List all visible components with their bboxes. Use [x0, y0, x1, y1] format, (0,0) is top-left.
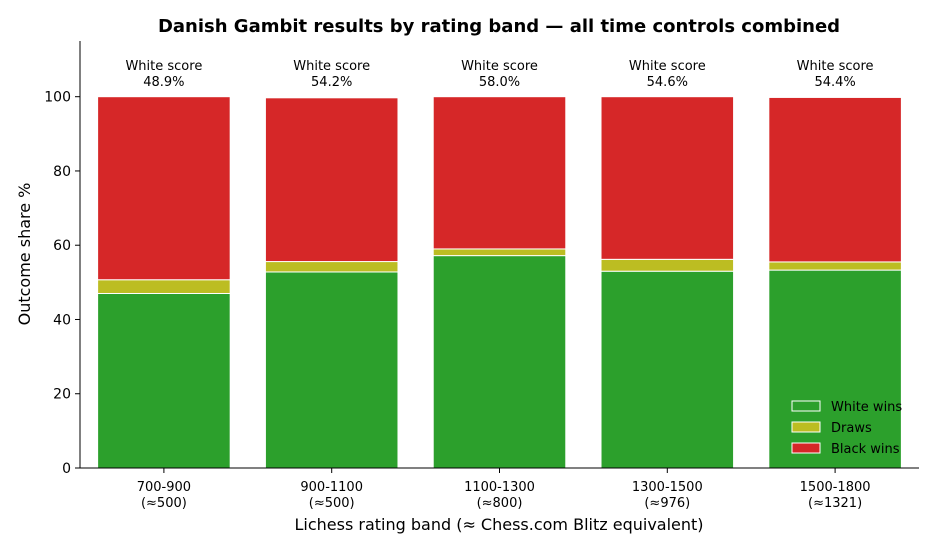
bar-segment — [432, 248, 567, 257]
bar-segment — [97, 96, 231, 281]
legend-swatch — [791, 400, 821, 412]
y-tick-label: 40 — [53, 312, 71, 328]
bar-segment — [264, 261, 399, 273]
x-tick-sublabel: (≈500) — [309, 496, 355, 511]
y-tick-label: 100 — [44, 90, 71, 106]
x-tick-label: 1100-1300 — [464, 480, 535, 495]
bar-segment — [600, 270, 735, 469]
y-tick-label: 0 — [62, 461, 71, 477]
bar-annotation-value: 48.9% — [143, 75, 184, 90]
bar-annotation-value: 54.4% — [814, 75, 855, 90]
bar-segment — [768, 96, 902, 263]
y-tick-label: 20 — [53, 387, 71, 403]
legend: White wins Draws Black wins — [791, 400, 902, 457]
bar-segment — [432, 255, 567, 469]
legend-swatch — [791, 421, 821, 433]
x-tick-sublabel: (≈800) — [477, 496, 523, 511]
x-tick-label: 1300-1500 — [632, 480, 703, 495]
bar-segment — [97, 279, 231, 294]
bar-segment — [264, 97, 399, 263]
bar-segment — [432, 96, 567, 250]
bar-annotation-label: White score — [629, 59, 706, 74]
legend-label: Black wins — [831, 442, 900, 457]
bar-segment — [768, 261, 902, 271]
bar-annotation-value: 54.2% — [311, 75, 352, 90]
bar-segment — [768, 269, 902, 469]
y-tick-label: 60 — [53, 238, 71, 254]
bar-annotation-value: 54.6% — [647, 75, 688, 90]
bar-annotation-value: 58.0% — [479, 75, 520, 90]
x-tick-label: 700-900 — [137, 480, 191, 495]
x-tick-sublabel: (≈1321) — [808, 496, 862, 511]
bar-annotation-label: White score — [293, 59, 370, 74]
x-tick-sublabel: (≈500) — [141, 496, 187, 511]
bar-annotation-label: White score — [461, 59, 538, 74]
chart-title: Danish Gambit results by rating band — a… — [158, 16, 840, 37]
y-tick-label: 80 — [53, 164, 71, 180]
x-axis-label: Lichess rating band (≈ Chess.com Blitz e… — [294, 515, 703, 534]
legend-label: Draws — [831, 421, 872, 436]
bar-segment — [600, 96, 735, 260]
bar-segment — [264, 271, 399, 469]
x-tick-label: 1500-1800 — [800, 480, 871, 495]
bar-annotation-label: White score — [797, 59, 874, 74]
legend-swatch — [791, 442, 821, 454]
bar-segment — [97, 292, 231, 469]
y-axis-label: Outcome share % — [15, 183, 34, 326]
bar-annotation-label: White score — [125, 59, 202, 74]
x-tick-label: 900-1100 — [300, 480, 363, 495]
bar-segment — [600, 258, 735, 272]
legend-label: White wins — [831, 400, 902, 415]
x-tick-sublabel: (≈976) — [644, 496, 690, 511]
